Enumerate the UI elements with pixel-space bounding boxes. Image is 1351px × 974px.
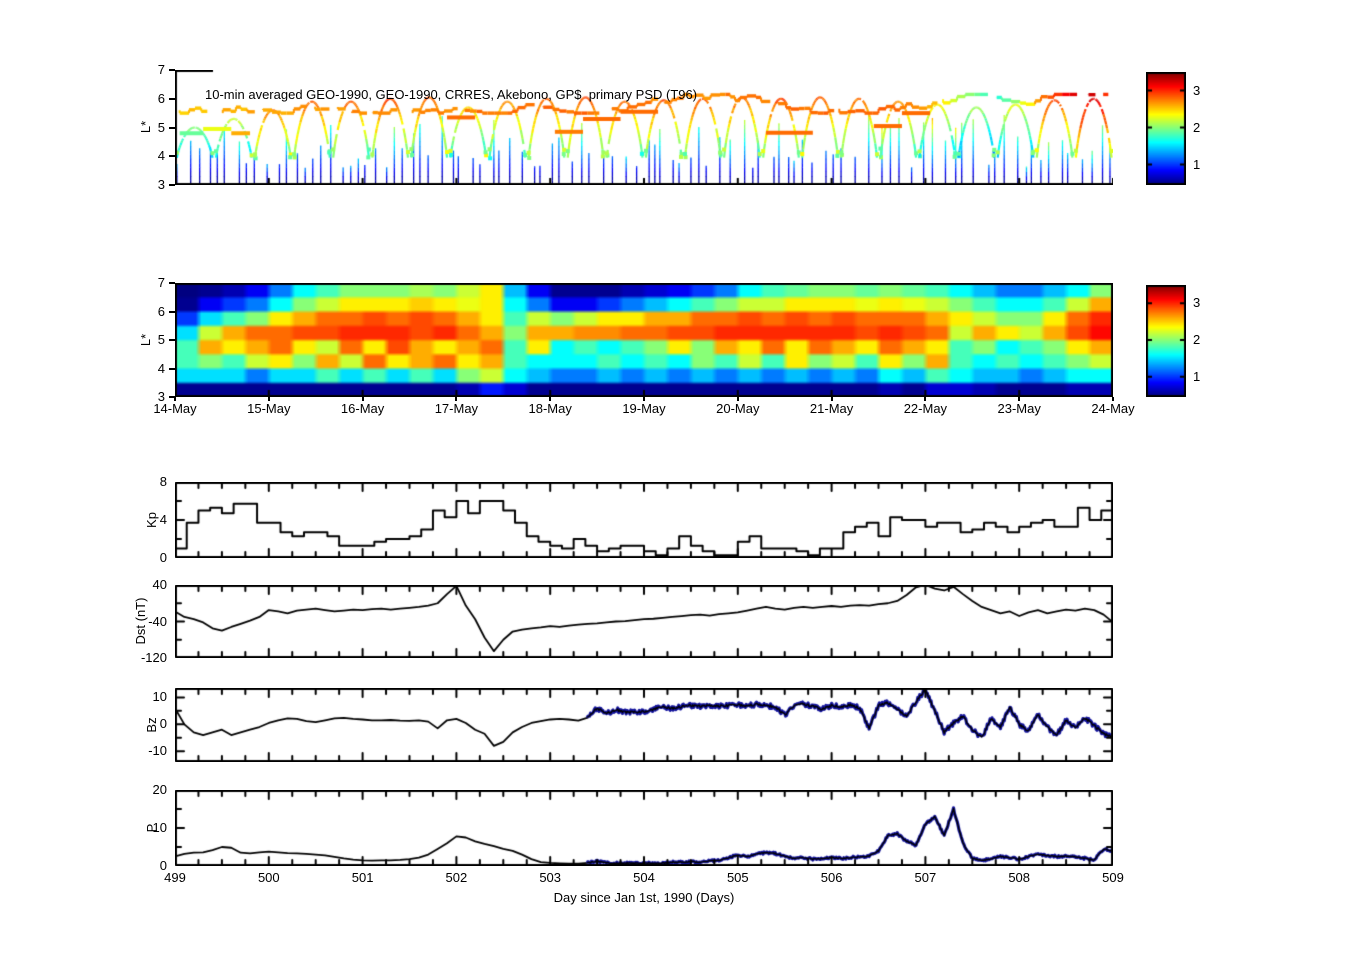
x-date-label: 16-May: [340, 401, 385, 416]
y-tick-label: 8: [159, 474, 167, 489]
y-tick-label: -10: [148, 743, 167, 759]
tick-mark: [361, 397, 364, 401]
y-tick-label: 7: [157, 275, 165, 290]
psd-map-plot: [175, 283, 1113, 397]
tick-mark: [169, 310, 175, 313]
tick-mark: [455, 397, 458, 401]
y-tick-label: 3: [157, 177, 165, 192]
x-tick-label: 502: [445, 870, 468, 885]
tick-mark: [1112, 397, 1114, 401]
colorbar-tick-label: 1: [1193, 156, 1201, 172]
y-tick-label: 6: [157, 90, 165, 106]
colorbar-tick-label: 3: [1193, 82, 1201, 98]
x-tick-label: 499: [164, 870, 186, 885]
y-tick-label: -40: [148, 613, 167, 629]
x-tick-label: 503: [539, 870, 562, 885]
x-tick-label: 507: [914, 870, 937, 885]
x-date-label: 23-May: [997, 401, 1041, 416]
bz-plot: [175, 688, 1113, 762]
y-tick-label: 10: [152, 820, 167, 835]
x-date-label: 15-May: [247, 401, 291, 416]
x-date-label: 24-May: [1091, 401, 1135, 416]
y-tick-label: 20: [152, 782, 167, 797]
colorbar-tick-label: 2: [1193, 119, 1201, 135]
x-axis-label: Day since Jan 1st, 1990 (Days): [553, 890, 735, 905]
x-date-label: 18-May: [528, 401, 572, 416]
y-tick-label: 7: [157, 62, 165, 77]
colorbar-tick-label: 2: [1193, 332, 1201, 348]
tick-mark: [169, 339, 175, 341]
y-tick-label: 4: [159, 512, 167, 527]
colorbar-tick-label: 1: [1193, 368, 1201, 384]
y-tick-label: 40: [152, 577, 167, 592]
tick-mark: [169, 155, 175, 158]
tick-mark: [549, 397, 552, 401]
y-tick-label: 0: [159, 716, 167, 732]
p-plot: [175, 790, 1113, 866]
y-tick-label: 6: [157, 303, 165, 319]
psd-scatter-plot: [175, 70, 1113, 185]
tick-mark: [1018, 397, 1021, 401]
y-tick-label: 3: [157, 389, 165, 404]
tick-mark: [174, 397, 176, 401]
tick-mark: [169, 69, 175, 71]
y-tick-label: 5: [157, 119, 165, 135]
x-tick-label: 500: [257, 870, 280, 885]
tick-mark: [736, 397, 739, 401]
y-tick-label: 5: [157, 332, 165, 347]
y-tick-label: 10: [152, 689, 167, 705]
y-tick-label: -120: [140, 650, 167, 665]
tick-mark: [169, 184, 175, 186]
y-tick-label: 0: [159, 858, 167, 873]
x-date-label: 20-May: [716, 401, 760, 416]
tick-mark: [169, 367, 175, 370]
x-tick-label: 509: [1102, 870, 1124, 885]
x-date-label: 17-May: [434, 401, 479, 416]
y-tick-label: 0: [159, 550, 167, 565]
tick-mark: [169, 97, 175, 100]
plot-title: 10-min averaged GEO-1990, GEO-1990, CRRE…: [205, 87, 698, 102]
x-date-label: 14-May: [153, 401, 197, 416]
colorbar-tick-label: 3: [1193, 295, 1201, 311]
x-date-label: 21-May: [809, 401, 854, 416]
colorbar-bottom: [1146, 285, 1186, 397]
x-tick-label: 504: [633, 870, 655, 885]
y-tick-label: 4: [157, 148, 165, 164]
x-tick-label: 501: [351, 870, 374, 885]
y-tick-label: 4: [157, 360, 165, 376]
tick-mark: [830, 397, 833, 401]
x-date-label: 19-May: [622, 401, 666, 416]
tick-mark: [169, 282, 175, 284]
x-tick-label: 508: [1008, 870, 1031, 885]
x-date-label: 22-May: [903, 401, 948, 416]
tick-mark: [643, 397, 645, 401]
tick-mark: [169, 396, 175, 398]
dst-plot: [175, 585, 1113, 658]
kp-plot: [175, 482, 1113, 558]
tick-mark: [924, 397, 927, 401]
tick-mark: [169, 126, 175, 129]
x-tick-label: 506: [820, 870, 843, 885]
tick-mark: [267, 397, 270, 401]
x-tick-label: 505: [726, 870, 749, 885]
colorbar-top: [1146, 72, 1186, 185]
